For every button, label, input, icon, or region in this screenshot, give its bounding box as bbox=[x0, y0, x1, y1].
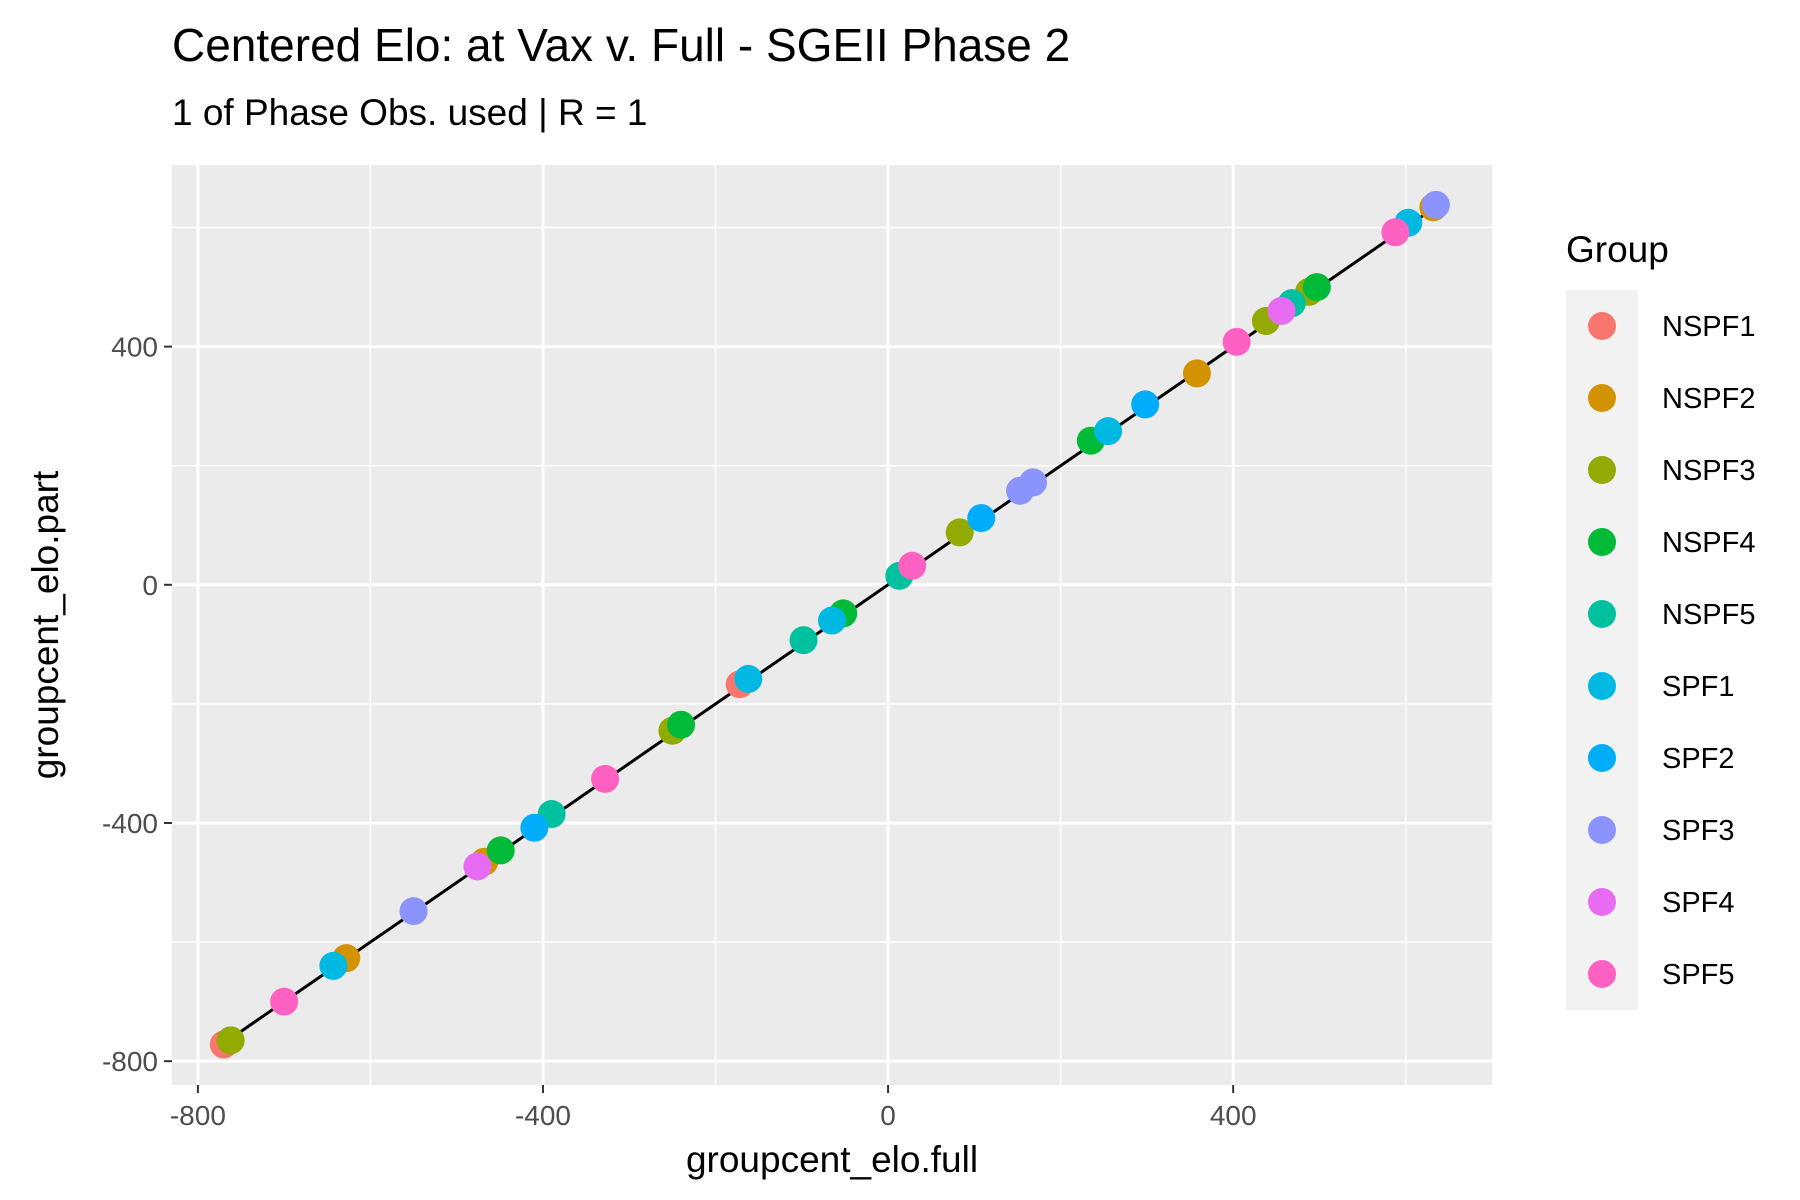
data-point bbox=[1381, 218, 1410, 247]
data-point bbox=[945, 518, 974, 547]
legend-key bbox=[1588, 312, 1616, 340]
y-tick-label: 0 bbox=[142, 570, 158, 601]
data-point bbox=[1222, 327, 1251, 356]
chart-subtitle: 1 of Phase Obs. used | R = 1 bbox=[172, 92, 648, 133]
x-axis: -800 -400 0 400 bbox=[170, 1085, 1257, 1131]
x-tick-label: -800 bbox=[170, 1100, 226, 1131]
legend-key bbox=[1588, 888, 1616, 916]
legend-key bbox=[1588, 672, 1616, 700]
x-tick-label: 0 bbox=[880, 1100, 896, 1131]
legend-label: SPF2 bbox=[1662, 743, 1735, 775]
legend-key bbox=[1588, 456, 1616, 484]
data-point bbox=[967, 504, 996, 533]
x-tick-label: -400 bbox=[515, 1100, 571, 1131]
legend-label: SPF5 bbox=[1662, 959, 1735, 991]
data-point bbox=[1267, 296, 1296, 325]
data-point bbox=[1302, 273, 1331, 302]
legend-label: SPF3 bbox=[1662, 815, 1735, 847]
data-point bbox=[734, 664, 763, 693]
legend-key bbox=[1588, 528, 1616, 556]
legend-label: NSPF2 bbox=[1662, 383, 1755, 415]
legend-key bbox=[1588, 600, 1616, 628]
data-point bbox=[591, 764, 620, 793]
legend-label: NSPF4 bbox=[1662, 527, 1755, 559]
legend-title: Group bbox=[1566, 229, 1669, 270]
major-gridlines bbox=[172, 165, 1492, 1085]
data-point bbox=[270, 987, 299, 1016]
legend-key bbox=[1588, 960, 1616, 988]
data-point bbox=[818, 606, 846, 635]
data-point bbox=[789, 626, 818, 655]
y-axis-title: groupcent_elo.part bbox=[25, 470, 66, 779]
data-point bbox=[1182, 359, 1211, 388]
data-point bbox=[399, 897, 428, 926]
data-point bbox=[216, 1026, 245, 1055]
y-tick-label: -400 bbox=[102, 808, 158, 839]
x-axis-title: groupcent_elo.full bbox=[686, 1139, 978, 1180]
data-point bbox=[486, 836, 515, 865]
data-point bbox=[667, 710, 696, 739]
chart-title: Centered Elo: at Vax v. Full - SGEII Pha… bbox=[172, 19, 1071, 71]
data-point bbox=[1019, 468, 1048, 497]
y-axis: -800 -400 0 400 bbox=[102, 332, 172, 1077]
y-tick-label: 400 bbox=[111, 332, 158, 363]
legend-key bbox=[1588, 744, 1616, 772]
legend-label: NSPF1 bbox=[1662, 311, 1755, 343]
data-point bbox=[898, 551, 927, 580]
data-point bbox=[319, 951, 348, 980]
minor-gridlines bbox=[172, 165, 1492, 1085]
legend: Group NSPF1 NSPF2 NSPF3 NSPF4 NSPF5 SPF1 SPF2 S… bbox=[1566, 229, 1755, 1010]
points-layer bbox=[209, 190, 1450, 1059]
data-point bbox=[1131, 390, 1160, 419]
legend-label: SPF4 bbox=[1662, 887, 1735, 919]
legend-label: NSPF5 bbox=[1662, 599, 1755, 631]
legend-key bbox=[1588, 384, 1616, 412]
x-tick-label: 400 bbox=[1210, 1100, 1257, 1131]
data-point bbox=[1094, 417, 1123, 446]
data-point bbox=[520, 813, 549, 842]
legend-key bbox=[1588, 816, 1616, 844]
data-point bbox=[463, 852, 492, 881]
legend-label: NSPF3 bbox=[1662, 455, 1755, 487]
data-point bbox=[1421, 190, 1450, 219]
legend-label: SPF1 bbox=[1662, 671, 1735, 703]
y-tick-label: -800 bbox=[102, 1046, 158, 1077]
